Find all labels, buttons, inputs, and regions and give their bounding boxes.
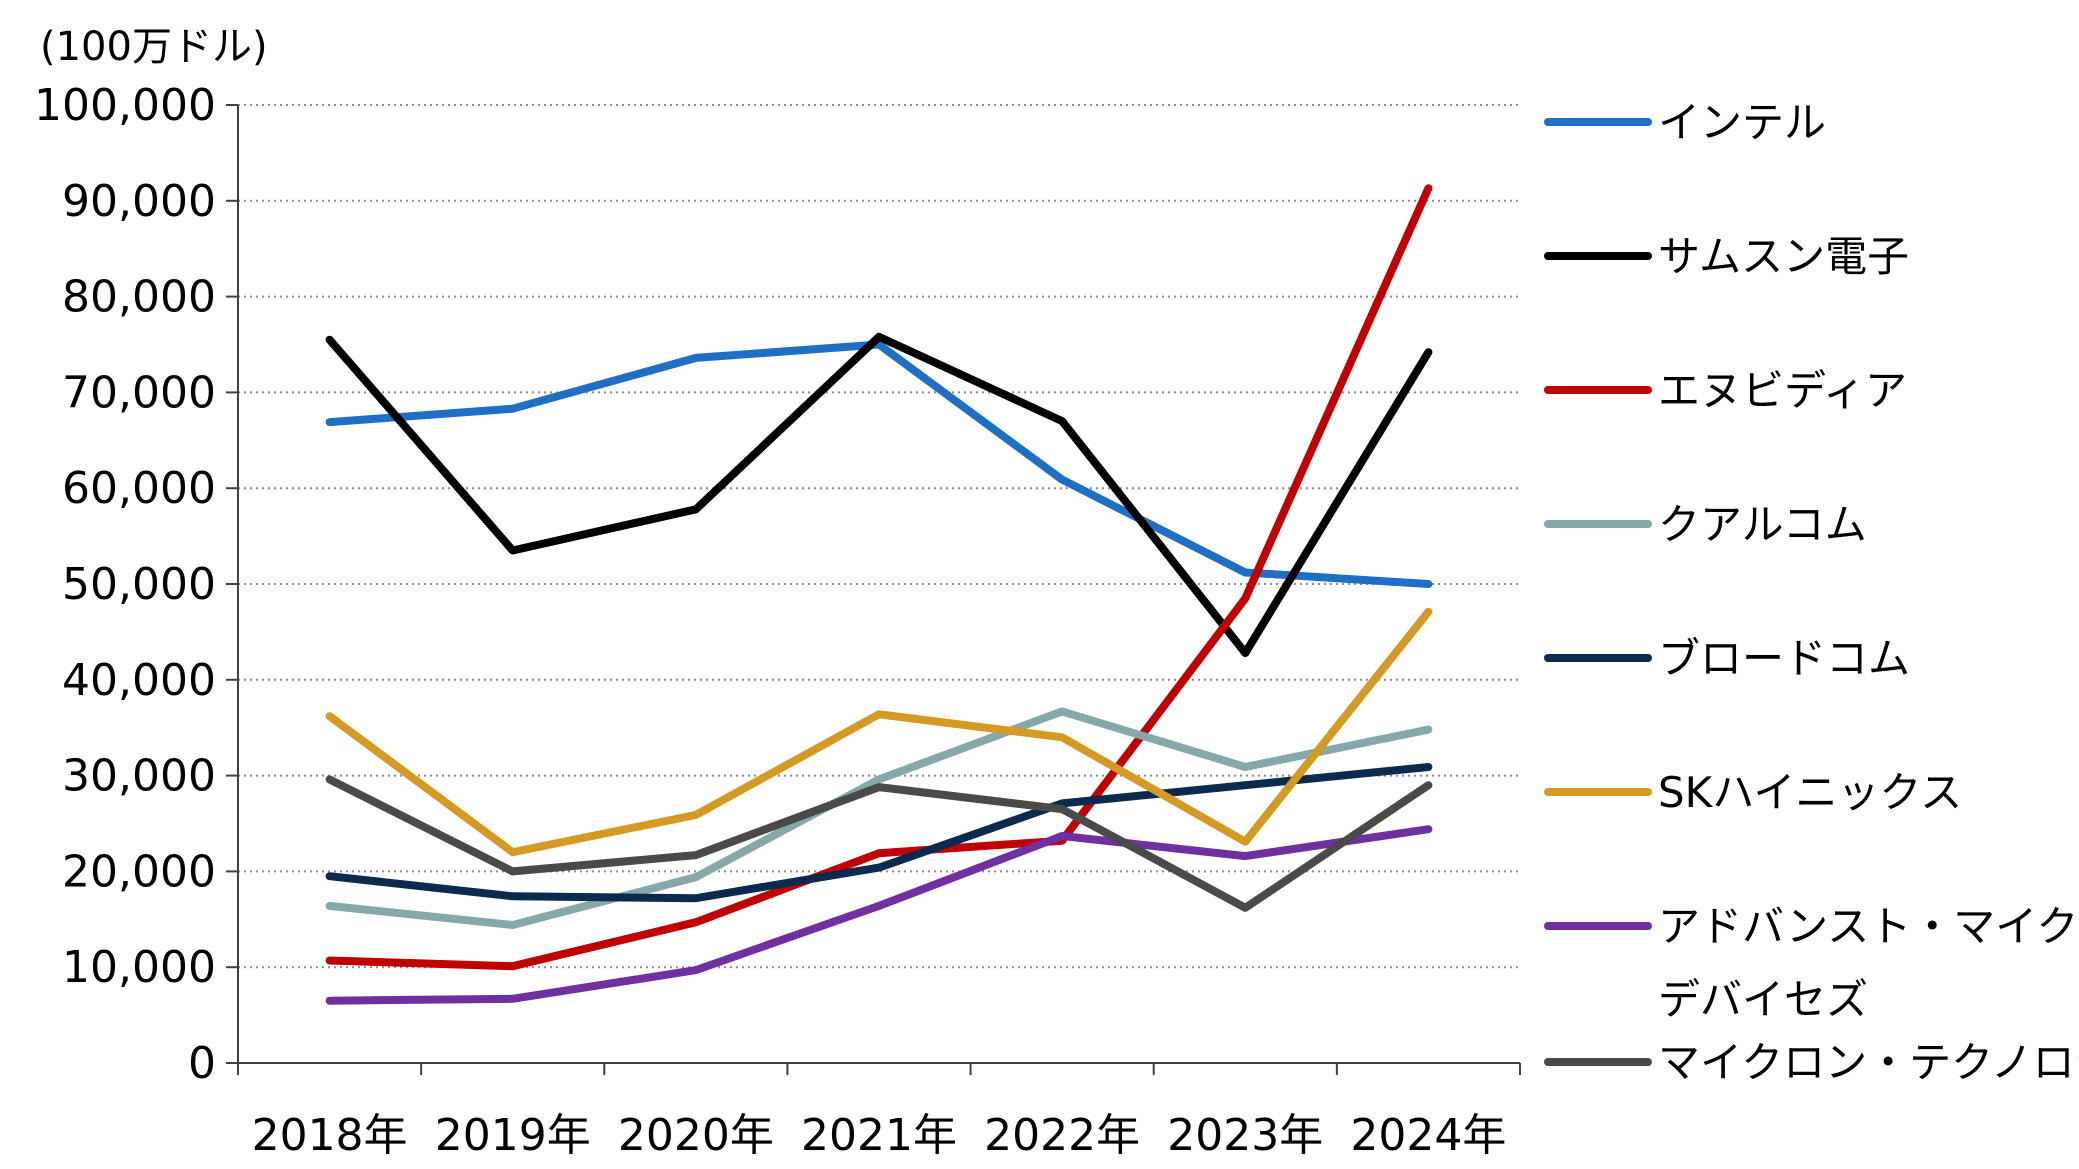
y-tick-label: 30,000 bbox=[62, 751, 216, 802]
y-tick-label: 70,000 bbox=[62, 367, 216, 418]
y-tick-label: 100,000 bbox=[34, 80, 216, 131]
series-line bbox=[325, 607, 1433, 857]
legend-label: デバイセズ bbox=[1658, 975, 1868, 1024]
series-line bbox=[325, 707, 1433, 929]
series-line bbox=[325, 184, 1433, 971]
series-lines bbox=[325, 184, 1433, 1005]
legend-label: アドバンスト・マイクロ・ bbox=[1658, 902, 2079, 951]
x-tick-label: 2018年 bbox=[252, 1110, 408, 1161]
x-tick-label: 2023年 bbox=[1167, 1110, 1323, 1161]
y-tick-label: 10,000 bbox=[62, 942, 216, 993]
legend-label: マイクロン・テクノロジー bbox=[1658, 1038, 2079, 1087]
y-axis-tick-labels: 0 10,000 20,000 30,000 40,000 50,000 60,000 70,… bbox=[34, 80, 216, 1089]
y-tick-label: 50,000 bbox=[62, 559, 216, 610]
x-tick-label: 2024年 bbox=[1350, 1110, 1506, 1161]
x-tick-label: 2021年 bbox=[801, 1110, 957, 1161]
series-line bbox=[325, 763, 1433, 903]
x-tick-label: 2019年 bbox=[435, 1110, 591, 1161]
legend-label: サムスン電子 bbox=[1658, 232, 1909, 281]
legend-label: エヌビディア bbox=[1658, 366, 1907, 415]
y-tick-label: 90,000 bbox=[62, 176, 216, 227]
series-line bbox=[325, 775, 1433, 912]
legend-label: ブロードコム bbox=[1658, 634, 1910, 683]
x-axis-tick-labels: 2018年 2019年 2020年 2021年 2022年 2023年 2024年 bbox=[252, 1110, 1507, 1161]
legend-label: SKハイニックス bbox=[1658, 768, 1962, 817]
y-tick-label: 0 bbox=[188, 1038, 216, 1089]
y-tick-label: 20,000 bbox=[62, 846, 216, 897]
y-tick-label: 40,000 bbox=[62, 655, 216, 706]
series-line bbox=[325, 340, 1433, 588]
y-axis-unit-label: (100万ドル) bbox=[40, 24, 268, 70]
legend-label: クアルコム bbox=[1658, 500, 1867, 549]
x-tick-label: 2022年 bbox=[984, 1110, 1140, 1161]
x-tick-label: 2020年 bbox=[618, 1110, 774, 1161]
series-line bbox=[325, 825, 1433, 1005]
y-tick-label: 80,000 bbox=[62, 272, 216, 323]
series-line bbox=[325, 332, 1433, 657]
y-tick-label: 60,000 bbox=[62, 463, 216, 514]
legend-label: インテル bbox=[1658, 98, 1826, 147]
axes bbox=[226, 104, 1521, 1075]
gridlines bbox=[238, 104, 1520, 969]
